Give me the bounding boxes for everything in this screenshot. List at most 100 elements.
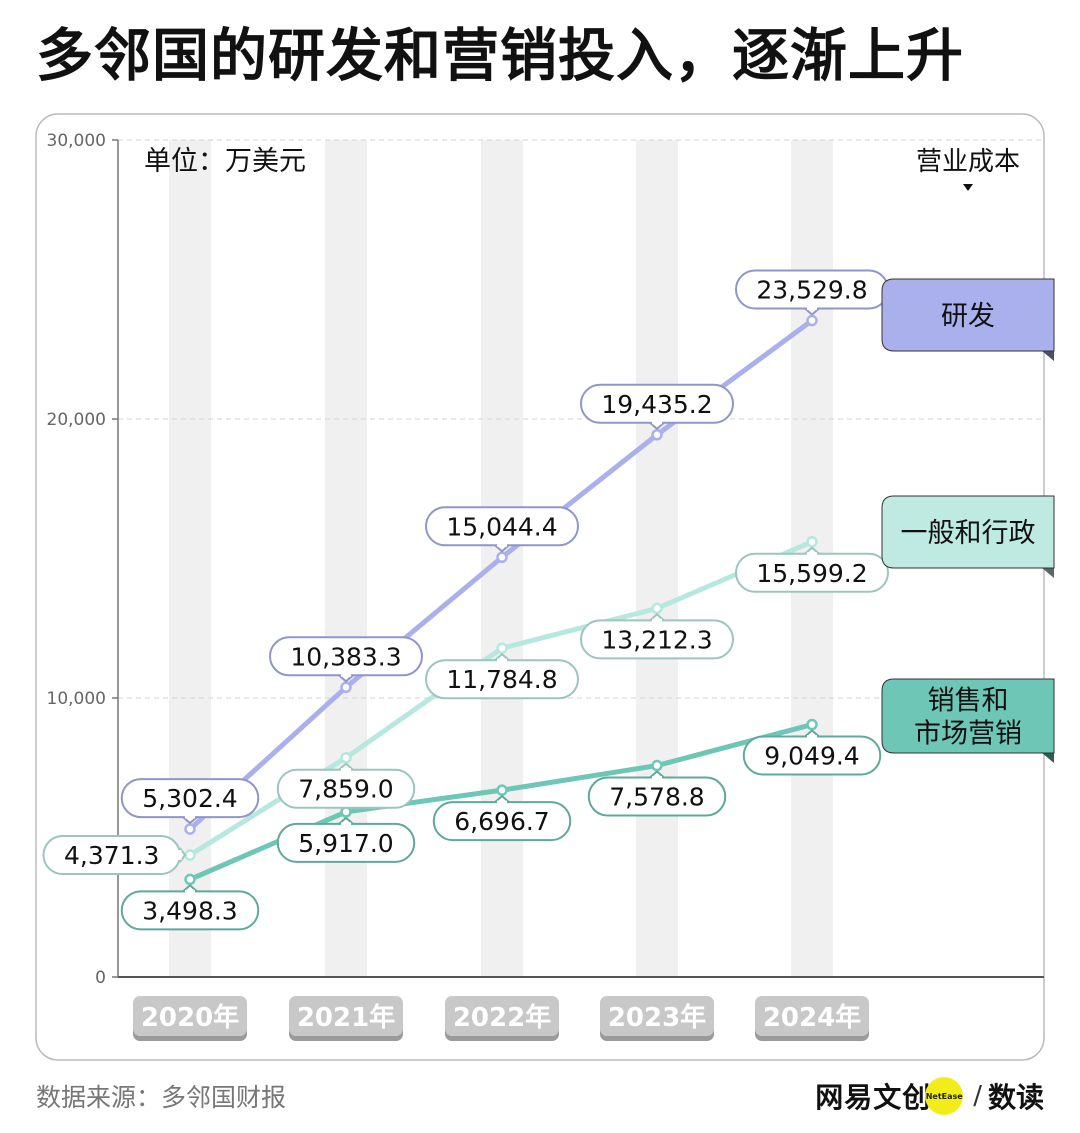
data-label-rd-4-text: 19,435.2 <box>601 390 712 419</box>
data-label-rd-5: 23,529.8 <box>735 269 889 316</box>
data-label-rd-5-pointer <box>804 307 820 316</box>
brand-slash: / <box>973 1081 982 1111</box>
data-label-ga-4: 13,212.3 <box>580 613 734 660</box>
data-label-sm-2-text: 5,917.0 <box>298 829 393 858</box>
data-point-ga-4 <box>651 602 663 615</box>
year-band-1 <box>169 140 211 977</box>
y-axis-grid: 30,000 20,000 10,000 0 <box>47 131 1044 988</box>
legend-card-sm <box>881 678 1055 754</box>
data-point-ga-2 <box>340 751 352 764</box>
data-label-sm-1: 3,498.3 <box>120 884 260 931</box>
year-label-1: 2020年 <box>141 1002 239 1033</box>
headline-post: 投入，逐渐上升 <box>558 23 964 89</box>
data-label-ga-2-text: 7,859.0 <box>298 775 393 804</box>
data-label-sm-5-text: 9,049.4 <box>764 742 859 771</box>
headline-mid: 和 <box>384 23 442 89</box>
year-label-5: 2024年 <box>763 1002 861 1033</box>
data-point-ga-5 <box>806 536 818 548</box>
data-label-rd-3-text: 15,044.4 <box>446 512 557 541</box>
data-label-sm-5: 9,049.4 <box>742 729 882 776</box>
data-point-sm-2 <box>340 806 352 818</box>
x-axis-categories: 2020年 2021年 2022年 2023年 2024年 <box>133 996 869 1041</box>
legend-card-fold-sm <box>1042 753 1054 763</box>
unit-label: 单位：万美元 <box>144 146 306 177</box>
year-pill-1 <box>133 996 247 1036</box>
data-label-sm-1-pointer <box>182 884 198 893</box>
data-label-ga-2: 7,859.0 <box>276 762 416 809</box>
data-label-ga-5-text: 15,599.2 <box>756 559 867 588</box>
year-pill-2 <box>289 996 403 1036</box>
data-source: 数据来源：多邻国财报 <box>36 1083 287 1112</box>
data-label-rd-3: 15,044.4 <box>425 506 579 553</box>
legend-label-rd: 研发 <box>941 301 995 332</box>
data-point-sm-4 <box>651 759 663 772</box>
headline-highlight-marketing: 营销 <box>442 14 558 98</box>
data-label-rd-4-pointer <box>649 421 665 430</box>
data-label-rd-2-pointer <box>338 674 354 683</box>
y-tick-label-2: 20,000 <box>47 410 106 430</box>
data-label-ga-5-pointer <box>804 546 820 555</box>
data-point-rd-4 <box>651 429 663 441</box>
data-label-sm-3: 6,696.7 <box>432 795 572 842</box>
y-tick-label-4: 0 <box>95 968 106 988</box>
brand-dot-logo: NetEase <box>925 1077 964 1115</box>
data-label-rd-5-text: 23,529.8 <box>756 276 867 305</box>
year-label-3: 2022年 <box>453 1002 551 1033</box>
data-point-rd-5 <box>806 314 818 327</box>
year-pill-4 <box>600 996 714 1036</box>
data-label-sm-1-text: 3,498.3 <box>142 896 237 925</box>
year-label-4: 2023年 <box>608 1002 706 1033</box>
legend-card-ga <box>881 495 1055 569</box>
headline: 多邻国的研发和营销投入，逐渐上升 <box>36 14 964 98</box>
data-label-ga-5: 15,599.2 <box>735 546 889 593</box>
brand-logo: 网易文创 NetEase / 数读 <box>815 1073 1044 1119</box>
data-label-ga-4-text: 13,212.3 <box>601 625 712 654</box>
data-label-sm-3-pointer <box>494 795 510 803</box>
data-label-rd-1: 5,302.4 <box>120 778 260 825</box>
legend-ga: 一般和行政 <box>881 495 1055 578</box>
data-point-sm-5 <box>806 718 818 731</box>
legend-label-sm-line-1: 销售和 <box>928 686 1009 717</box>
headline-highlight-rd: 研发 <box>268 14 384 98</box>
data-label-ga-3-pointer <box>494 653 510 661</box>
data-label-sm-4-text: 7,578.8 <box>609 783 704 812</box>
legend-card-rd <box>881 278 1055 352</box>
y-tick-label-1: 30,000 <box>47 131 106 151</box>
y-tick-label-3: 10,000 <box>47 689 106 709</box>
headline-pre: 多邻国的 <box>36 23 268 89</box>
brand-sub: 数读 <box>987 1081 1044 1114</box>
data-point-sm-3 <box>496 784 508 796</box>
data-label-ga-3: 11,784.8 <box>425 653 579 700</box>
data-point-rd-2 <box>340 681 352 694</box>
year-label-2: 2021年 <box>297 1002 395 1033</box>
legend-card-fold-ga <box>1042 568 1054 578</box>
data-label-rd-2-text: 10,383.3 <box>290 642 401 671</box>
data-label-sm-4: 7,578.8 <box>587 770 727 817</box>
legend-rd: 研发 <box>881 278 1055 361</box>
data-label-ga-1: 4,371.3 <box>42 835 186 876</box>
data-label-rd-1-text: 5,302.4 <box>142 784 237 813</box>
data-label-sm-3-text: 6,696.7 <box>454 807 549 836</box>
data-label-sm-2: 5,917.0 <box>276 816 416 863</box>
data-point-ga-1 <box>184 849 196 861</box>
year-pill-3 <box>445 996 559 1036</box>
legend-label-sm-line-2: 市场营销 <box>914 719 1022 750</box>
brand-name: 网易文创 <box>815 1081 932 1114</box>
data-point-ga-3 <box>496 642 508 654</box>
legend-title: 营业成本 <box>916 147 1020 177</box>
data-label-sm-4-pointer <box>649 770 665 779</box>
year-pill-5 <box>755 996 869 1036</box>
data-label-rd-2: 10,383.3 <box>269 636 423 683</box>
data-point-sm-1 <box>184 873 196 886</box>
data-label-ga-3-text: 11,784.8 <box>446 665 557 694</box>
data-point-rd-3 <box>496 551 508 564</box>
data-label-ga-1-text: 4,371.3 <box>64 841 159 870</box>
year-band-4 <box>636 140 678 977</box>
legend-card-fold-rd <box>1042 351 1054 361</box>
legend-title-arrow <box>963 184 973 191</box>
data-point-rd-1 <box>184 823 196 835</box>
data-label-rd-4: 19,435.2 <box>580 383 734 430</box>
